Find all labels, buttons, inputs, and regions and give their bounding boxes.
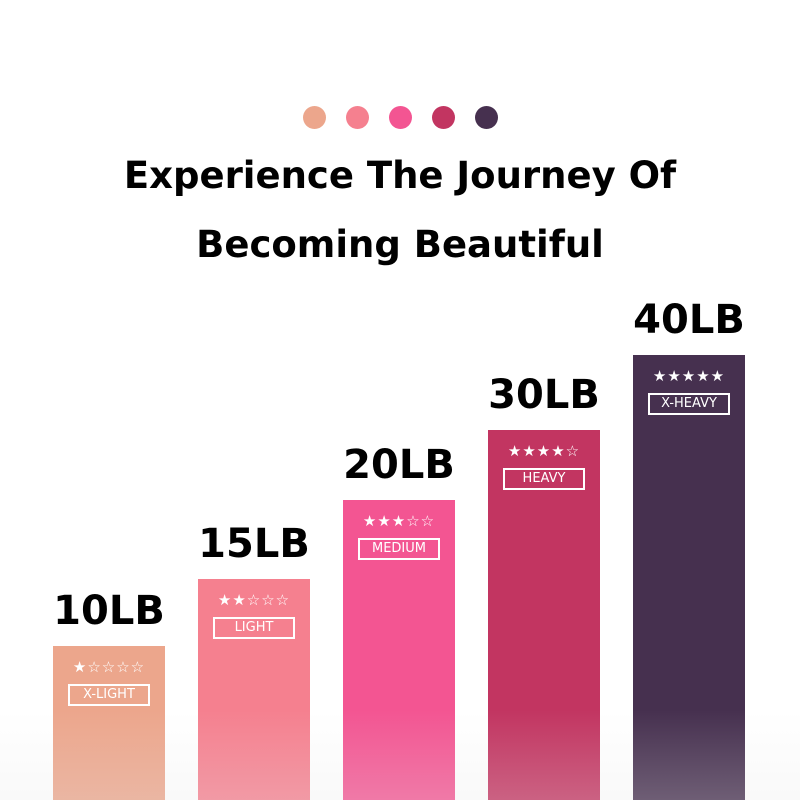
value-label: 30LB xyxy=(488,372,600,418)
value-label: 10LB xyxy=(53,588,165,634)
title-line-1: Experience The Journey Of xyxy=(123,154,677,197)
star-rating: ★☆☆☆☆ xyxy=(72,658,146,676)
bar-light: 15LB ★★☆☆☆ LIGHT xyxy=(198,521,310,800)
bar-medium: 20LB ★★★☆☆ MEDIUM xyxy=(343,442,455,800)
star-rating: ★★★★★ xyxy=(652,367,726,385)
level-label: X-HEAVY xyxy=(648,393,730,415)
level-label: MEDIUM xyxy=(358,538,440,560)
value-label: 20LB xyxy=(343,442,455,488)
color-dot xyxy=(302,106,326,129)
color-dot xyxy=(431,106,455,129)
bar-heavy: 30LB ★★★★☆ HEAVY xyxy=(488,372,600,800)
bar-x-light: 10LB ★☆☆☆☆ X-LIGHT xyxy=(53,588,165,800)
color-dots xyxy=(0,106,800,129)
color-dot xyxy=(474,106,498,129)
value-label: 15LB xyxy=(198,521,310,567)
color-dot xyxy=(388,106,412,129)
level-label: HEAVY xyxy=(503,468,585,490)
star-rating: ★★☆☆☆ xyxy=(217,591,291,609)
level-label: X-LIGHT xyxy=(68,684,150,706)
star-rating: ★★★★☆ xyxy=(507,442,581,460)
title-line-2: Becoming Beautiful xyxy=(196,223,604,266)
star-rating: ★★★☆☆ xyxy=(362,512,436,530)
color-dot xyxy=(345,106,369,129)
value-label: 40LB xyxy=(633,297,745,343)
bar-x-heavy: 40LB ★★★★★ X-HEAVY xyxy=(633,297,745,800)
level-label: LIGHT xyxy=(213,617,295,639)
